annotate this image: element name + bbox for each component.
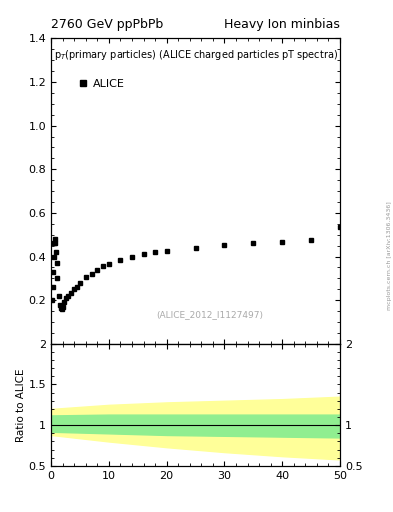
Line: ALICE: ALICE [50,225,342,311]
ALICE [56,293,61,299]
ALICE [164,248,169,254]
ALICE [50,284,55,290]
Text: (ALICE_2012_I1127497): (ALICE_2012_I1127497) [156,310,263,319]
ALICE [75,284,79,290]
ALICE [153,249,158,255]
ALICE [251,240,256,246]
ALICE [118,257,123,263]
ALICE [53,240,58,246]
ALICE [193,245,198,251]
ALICE [53,249,58,255]
ALICE [130,253,134,260]
ALICE [309,237,314,243]
ALICE [51,253,56,260]
ALICE [61,304,66,310]
ALICE [54,260,59,266]
Text: 2760 GeV ppPbPb: 2760 GeV ppPbPb [51,18,163,31]
ALICE [83,274,88,280]
ALICE [55,275,60,282]
ALICE [60,306,64,312]
ALICE [141,251,146,258]
ALICE [59,305,63,311]
ALICE [101,263,105,269]
ALICE [53,236,57,242]
ALICE [64,295,68,301]
ALICE [280,239,285,245]
ALICE [95,267,100,273]
ALICE [51,269,55,275]
ALICE [57,302,62,308]
ALICE [72,286,77,292]
ALICE [50,297,54,303]
ALICE [78,280,83,286]
ALICE [89,271,94,277]
ALICE [52,240,57,246]
ALICE [69,289,73,295]
ALICE [62,299,67,305]
Text: p$_T$(primary particles) (ALICE charged particles pT spectra): p$_T$(primary particles) (ALICE charged … [53,48,338,61]
ALICE [107,261,111,267]
Text: mcplots.cern.ch [arXiv:1306.3436]: mcplots.cern.ch [arXiv:1306.3436] [387,202,392,310]
Y-axis label: Ratio to ALICE: Ratio to ALICE [16,368,26,441]
ALICE [66,293,71,299]
ALICE [222,242,227,248]
ALICE [338,224,342,230]
Legend: ALICE: ALICE [74,74,129,93]
Text: Heavy Ion minbias: Heavy Ion minbias [224,18,340,31]
